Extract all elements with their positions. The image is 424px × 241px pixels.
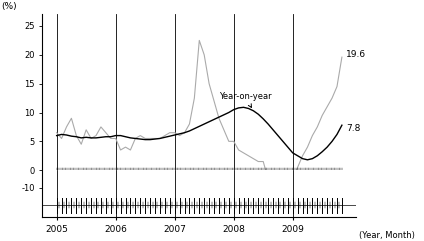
Text: (%): (%) <box>2 2 17 11</box>
Text: Year-on-year: Year-on-year <box>219 92 272 107</box>
Text: 19.6: 19.6 <box>346 50 366 59</box>
Text: Month-on-month (annualized) →: Month-on-month (annualized) → <box>81 186 216 195</box>
Text: 7.8: 7.8 <box>346 124 360 133</box>
Text: (Year, Month): (Year, Month) <box>359 231 415 240</box>
